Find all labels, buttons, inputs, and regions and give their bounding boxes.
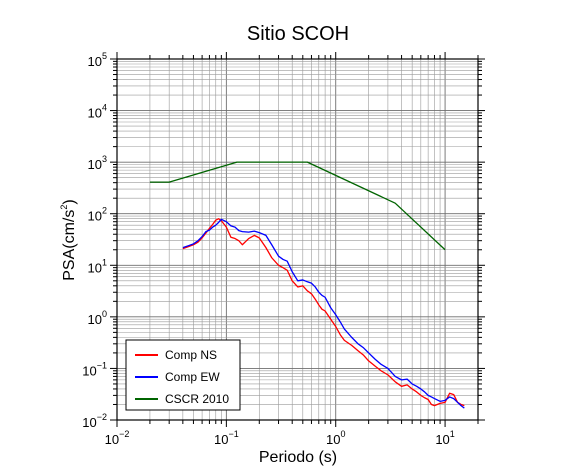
y-tick-label-base: 10 [88, 312, 102, 327]
y-tick-label-base: 10 [82, 415, 96, 430]
legend-label-3: CSCR 2010 [165, 392, 229, 406]
x-tick-label: 100 [326, 429, 345, 447]
y-tick-label-base: 10 [82, 363, 96, 378]
y-tick-label-exponent: 4 [102, 103, 107, 113]
x-tick-label-exponent: 1 [450, 429, 455, 439]
legend-label-1: Comp NS [165, 348, 217, 362]
legend: Comp NS Comp EW CSCR 2010 [125, 339, 241, 411]
y-tick-label-base: 10 [88, 54, 102, 69]
x-tick-label-exponent: 0 [340, 429, 345, 439]
series-line-2 [182, 218, 465, 409]
y-tick-label: 10−2 [82, 412, 107, 430]
x-tick-label-base: 10 [326, 432, 340, 447]
x-tick-label-exponent: −2 [119, 429, 129, 439]
y-tick-label-exponent: 2 [102, 206, 107, 216]
y-axis-label: PSA(cm/s2) [59, 199, 78, 280]
y-tick-label-exponent: 3 [102, 154, 107, 164]
y-tick-label-exponent: −2 [97, 412, 107, 422]
plot-frame [116, 58, 479, 421]
legend-label-2: Comp EW [165, 370, 220, 384]
series-layer [149, 161, 465, 409]
y-tick-label: 100 [88, 309, 107, 327]
y-tick-label-exponent: 1 [102, 257, 107, 267]
chart-title: Sitio SCOH [247, 23, 349, 45]
y-tick-label-base: 10 [88, 260, 102, 275]
y-tick-label: 102 [88, 206, 107, 224]
y-tick-label-exponent: 0 [102, 309, 107, 319]
x-axis-label: Periodo (s) [259, 449, 337, 466]
y-axis-label-sup: 2 [59, 205, 69, 210]
y-tick-label: 104 [88, 103, 107, 121]
x-tick-label-base: 10 [214, 432, 228, 447]
y-tick-label: 101 [88, 257, 107, 275]
y-tick-label-base: 10 [88, 106, 102, 121]
y-tick-label-base: 10 [88, 157, 102, 172]
y-tick-label: 105 [88, 51, 107, 69]
y-tick-label: 103 [88, 154, 107, 172]
y-tick-label-exponent: 5 [102, 51, 107, 61]
y-tick-label-exponent: −1 [97, 360, 107, 370]
series-line-3 [149, 161, 446, 251]
series-line-1 [182, 218, 465, 407]
y-axis-label-end: ) [61, 199, 78, 204]
x-tick-label-exponent: −1 [228, 429, 238, 439]
y-tick-label: 10−1 [82, 360, 107, 378]
x-tick-label-base: 10 [105, 432, 119, 447]
x-tick-label: 101 [435, 429, 454, 447]
y-tick-label-base: 10 [88, 209, 102, 224]
x-tick-label-base: 10 [435, 432, 449, 447]
y-axis-label-base: PSA(cm/s [61, 210, 78, 281]
x-tick-label: 10−2 [105, 429, 130, 447]
x-tick-label: 10−1 [214, 429, 239, 447]
